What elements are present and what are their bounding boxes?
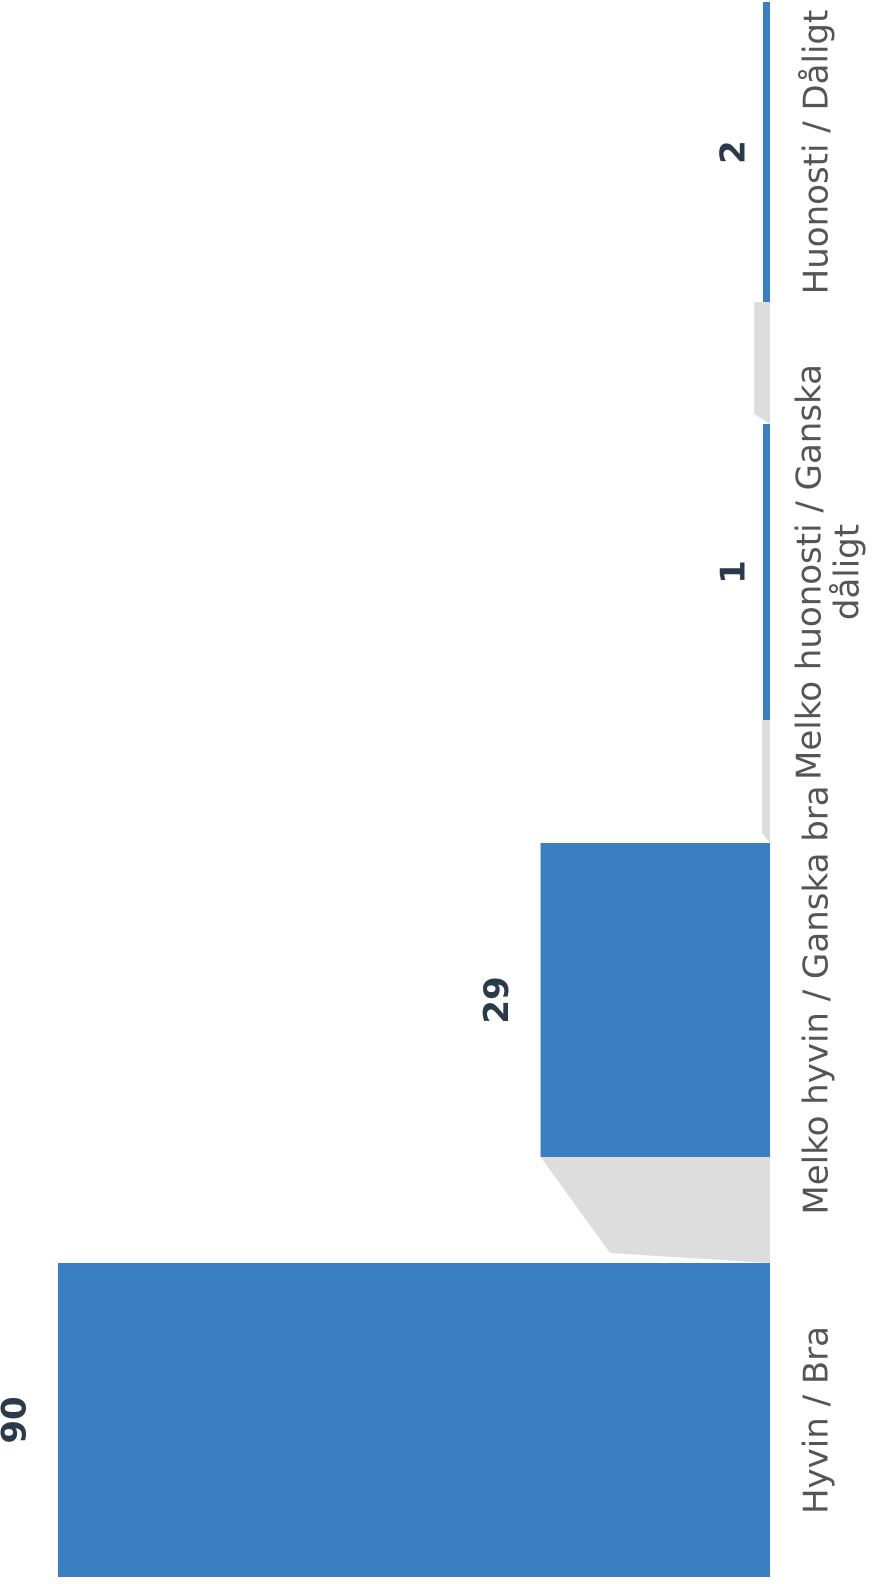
bar <box>540 843 770 1157</box>
category-tick-label: dåligt <box>828 524 868 620</box>
data-label: 2 <box>714 140 754 164</box>
bar-connector-shadows <box>540 302 770 1263</box>
data-label: 1 <box>714 560 754 584</box>
bar <box>763 424 770 720</box>
bar <box>58 1263 770 1577</box>
connector-shadow <box>762 720 770 843</box>
category-tick-label: Huonosti / Dåligt <box>797 10 837 295</box>
category-tick-label: Hyvin / Bra <box>797 1326 837 1514</box>
connector-shadow <box>754 302 770 424</box>
data-label: 29 <box>477 976 517 1023</box>
data-label: 90 <box>0 1396 35 1443</box>
category-tick-label: Melko huonosti / Ganska <box>790 364 830 780</box>
connector-shadow <box>540 1157 770 1263</box>
bar <box>763 2 770 302</box>
category-tick-label: Melko hyvin / Ganska bra <box>797 785 837 1214</box>
